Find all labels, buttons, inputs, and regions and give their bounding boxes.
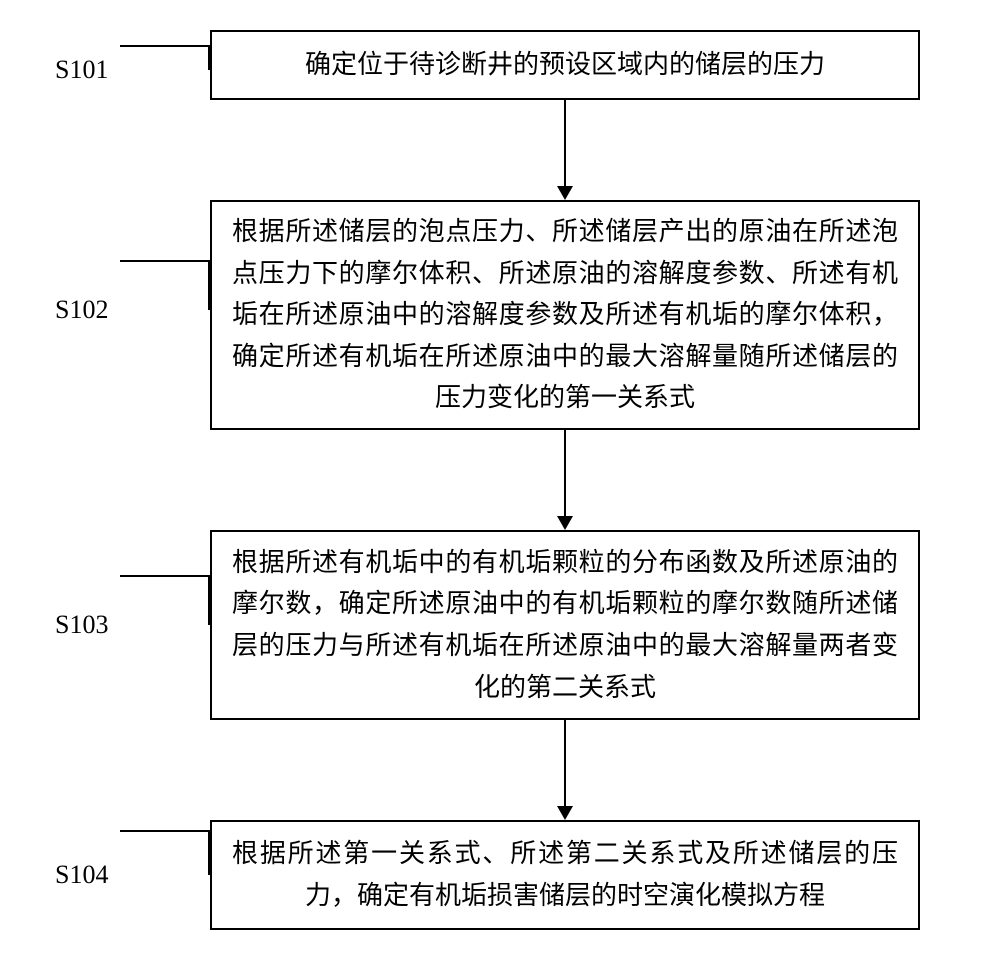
arrow-line-1 <box>564 100 566 186</box>
arrow-head-1 <box>557 186 573 200</box>
step-label-s103: S103 <box>55 610 108 640</box>
label-text: S104 <box>55 860 108 889</box>
label-connector-s104 <box>120 830 210 875</box>
label-text: S101 <box>55 55 108 84</box>
step-box-s101: 确定位于待诊断井的预设区域内的储层的压力 <box>210 30 920 100</box>
label-text: S103 <box>55 610 108 639</box>
arrow-line-2 <box>564 430 566 516</box>
step-box-s102: 根据所述储层的泡点压力、所述储层产出的原油在所述泡点压力下的摩尔体积、所述原油的… <box>210 200 920 430</box>
arrow-head-3 <box>557 806 573 820</box>
step-label-s104: S104 <box>55 860 108 890</box>
step-box-s104: 根据所述第一关系式、所述第二关系式及所述储层的压力，确定有机垢损害储层的时空演化… <box>210 820 920 930</box>
label-connector-s102 <box>120 260 210 310</box>
step-text-s104: 根据所述第一关系式、所述第二关系式及所述储层的压力，确定有机垢损害储层的时空演化… <box>232 833 898 916</box>
label-text: S102 <box>55 295 108 324</box>
step-text-s102: 根据所述储层的泡点压力、所述储层产出的原油在所述泡点压力下的摩尔体积、所述原油的… <box>232 211 898 419</box>
step-label-s101: S101 <box>55 55 108 85</box>
label-connector-s101 <box>120 45 210 70</box>
arrow-line-3 <box>564 720 566 806</box>
arrow-head-2 <box>557 516 573 530</box>
step-text-s101: 确定位于待诊断井的预设区域内的储层的压力 <box>305 44 825 86</box>
step-text-s103: 根据所述有机垢中的有机垢颗粒的分布函数及所述原油的摩尔数，确定所述原油中的有机垢… <box>232 542 898 708</box>
flowchart-container: S101 确定位于待诊断井的预设区域内的储层的压力 S102 根据所述储层的泡点… <box>0 0 1000 980</box>
step-box-s103: 根据所述有机垢中的有机垢颗粒的分布函数及所述原油的摩尔数，确定所述原油中的有机垢… <box>210 530 920 720</box>
step-label-s102: S102 <box>55 295 108 325</box>
label-connector-s103 <box>120 575 210 625</box>
